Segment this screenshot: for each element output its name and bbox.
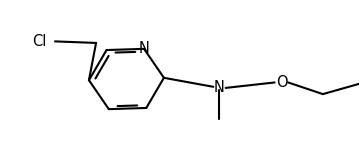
Text: N: N bbox=[139, 41, 149, 56]
Text: N: N bbox=[214, 80, 225, 95]
Text: Cl: Cl bbox=[32, 34, 46, 49]
Text: O: O bbox=[276, 75, 288, 90]
